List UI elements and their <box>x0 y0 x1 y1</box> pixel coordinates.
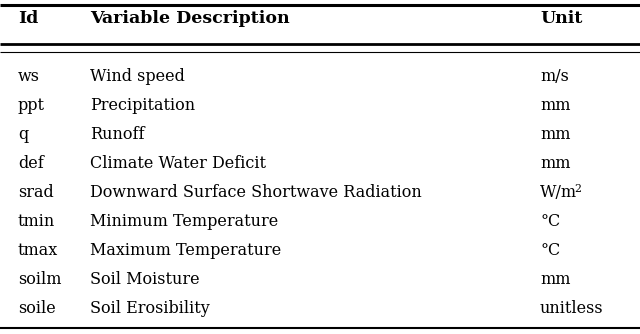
Text: mm: mm <box>540 126 570 143</box>
Text: Wind speed: Wind speed <box>90 68 185 85</box>
Text: q: q <box>18 126 28 143</box>
Text: ppt: ppt <box>18 97 45 114</box>
Text: °C: °C <box>540 242 560 259</box>
Text: Variable Description: Variable Description <box>90 10 290 27</box>
Text: def: def <box>18 155 44 172</box>
Text: srad: srad <box>18 184 54 201</box>
Text: Downward Surface Shortwave Radiation: Downward Surface Shortwave Radiation <box>90 184 422 201</box>
Text: Minimum Temperature: Minimum Temperature <box>90 213 278 230</box>
Text: tmin: tmin <box>18 213 55 230</box>
Text: ws: ws <box>18 68 40 85</box>
Text: 2: 2 <box>574 184 581 194</box>
Text: Unit: Unit <box>540 10 582 27</box>
Text: tmax: tmax <box>18 242 58 259</box>
Text: Id: Id <box>18 10 38 27</box>
Text: Climate Water Deficit: Climate Water Deficit <box>90 155 266 172</box>
Text: W/m: W/m <box>540 184 577 201</box>
Text: Soil Erosibility: Soil Erosibility <box>90 300 210 317</box>
Text: Maximum Temperature: Maximum Temperature <box>90 242 281 259</box>
Text: Precipitation: Precipitation <box>90 97 195 114</box>
Text: Runoff: Runoff <box>90 126 145 143</box>
Text: soile: soile <box>18 300 56 317</box>
Text: unitless: unitless <box>540 300 604 317</box>
Text: soilm: soilm <box>18 271 61 288</box>
Text: m/s: m/s <box>540 68 569 85</box>
Text: mm: mm <box>540 271 570 288</box>
Text: °C: °C <box>540 213 560 230</box>
Text: mm: mm <box>540 97 570 114</box>
Text: mm: mm <box>540 155 570 172</box>
Text: Soil Moisture: Soil Moisture <box>90 271 200 288</box>
